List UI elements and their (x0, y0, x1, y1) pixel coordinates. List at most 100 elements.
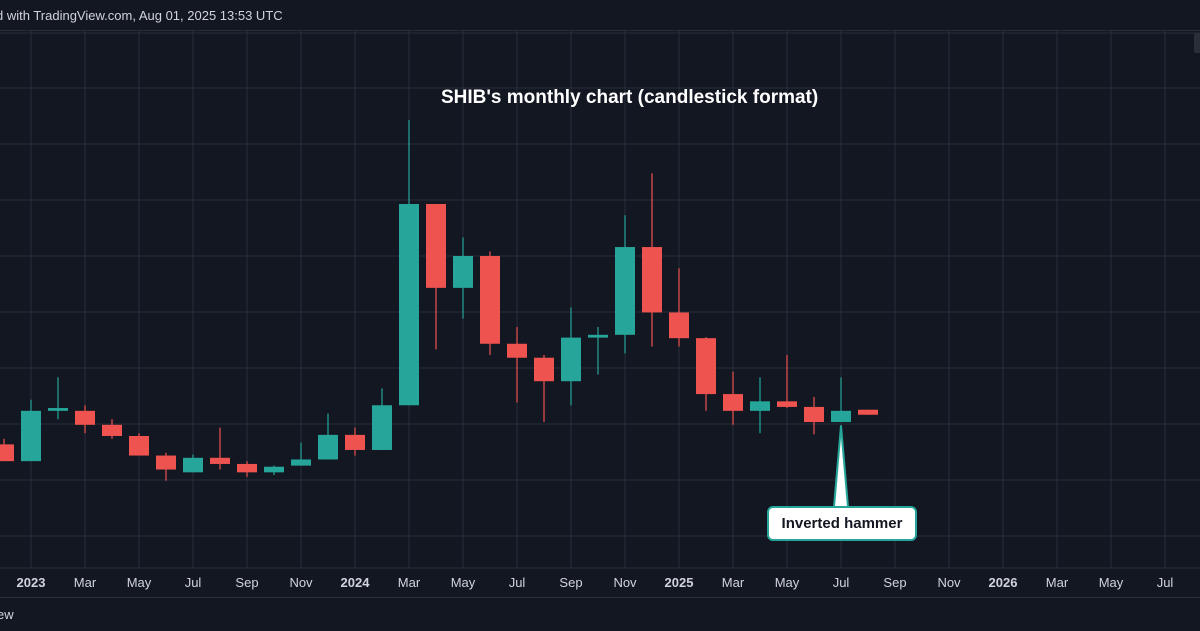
candle-body (156, 455, 176, 470)
x-tick-label: Jul (1157, 575, 1174, 590)
candle (426, 204, 446, 350)
candle-body (372, 405, 392, 450)
candle-body (696, 338, 716, 395)
candle-body (804, 406, 824, 423)
x-tick-label: Jul (509, 575, 526, 590)
candle-body (669, 312, 689, 339)
x-tick-label: May (775, 575, 800, 590)
candle (210, 427, 230, 470)
chart-footer-bar: ew (0, 597, 1200, 631)
x-tick-label: May (1099, 575, 1124, 590)
candle-body (264, 466, 284, 473)
candle (75, 405, 95, 434)
candle-body (831, 410, 851, 423)
candlestick-chart[interactable]: 2023 Mar May Jul Sep Nov 2024 Mar May Jul Sep Nov 20… (0, 30, 1200, 597)
x-tick-label: 2024 (341, 575, 371, 590)
candle (183, 454, 203, 473)
inverted-hammer-callout: Inverted hammer (767, 506, 917, 541)
candle (561, 307, 581, 406)
x-tick-label: Mar (74, 575, 97, 590)
x-tick-label: 2026 (989, 575, 1018, 590)
x-tick-label: 2025 (665, 575, 694, 590)
x-tick-label: May (451, 575, 476, 590)
x-tick-label: May (127, 575, 152, 590)
candle-body (507, 343, 527, 358)
candle-body (183, 457, 203, 473)
x-tick-label: Sep (883, 575, 906, 590)
candle-body (237, 463, 257, 473)
candle-body (0, 444, 14, 462)
candle (723, 371, 743, 425)
candle-series (0, 120, 878, 481)
candle (318, 413, 338, 460)
candle (615, 215, 635, 354)
chart-title: SHIB's monthly chart (candlestick format… (441, 87, 819, 108)
candle-body (399, 204, 419, 406)
x-tick-label: Nov (289, 575, 313, 590)
candle (0, 438, 14, 462)
candle-body (318, 434, 338, 460)
candle (453, 237, 473, 319)
candle-body (426, 204, 446, 288)
chart-corner-button[interactable] (1194, 33, 1200, 53)
candle (696, 337, 716, 411)
candle (291, 442, 311, 466)
candle (831, 377, 851, 423)
candle (102, 419, 122, 439)
x-tick-label: Mar (722, 575, 745, 590)
x-tick-label: 2023 (17, 575, 46, 590)
candle-body (453, 255, 473, 288)
candle-body (210, 457, 230, 464)
annotation-label: Inverted hammer (781, 515, 903, 532)
candle-body (777, 401, 797, 407)
candle-body (480, 255, 500, 344)
tradingview-watermark: d with TradingView.com, Aug 01, 2025 13:… (0, 8, 283, 23)
footer-label: ew (0, 607, 14, 622)
candle (777, 354, 797, 409)
chart-header-bar: d with TradingView.com, Aug 01, 2025 13:… (0, 0, 1200, 31)
candle-body (615, 247, 635, 335)
x-tick-label: Jul (833, 575, 850, 590)
candle (858, 409, 878, 415)
candle (237, 461, 257, 477)
candle-body (534, 357, 554, 382)
candle (534, 354, 554, 423)
candle-body (642, 247, 662, 313)
x-tick-label: Nov (937, 575, 961, 590)
candle-body (858, 409, 878, 415)
candle (399, 120, 419, 406)
candle (642, 173, 662, 347)
x-tick-label: Sep (559, 575, 582, 590)
time-axis: 2023 Mar May Jul Sep Nov 2024 Mar May Jul Sep Nov 20… (0, 567, 1200, 590)
candle-body (21, 410, 41, 462)
candle-body (561, 337, 581, 382)
candle (480, 251, 500, 355)
candle-body (588, 334, 608, 338)
candle (264, 465, 284, 476)
candle-body (102, 424, 122, 436)
candle (804, 396, 824, 435)
candle (48, 377, 68, 420)
candle-body (750, 401, 770, 411)
x-tick-label: Mar (1046, 575, 1069, 590)
candle-body (129, 435, 149, 456)
x-tick-label: Sep (235, 575, 258, 590)
candle (507, 326, 527, 403)
candle (669, 268, 689, 347)
x-tick-label: Mar (398, 575, 421, 590)
candle (345, 427, 365, 456)
x-tick-label: Nov (613, 575, 637, 590)
candle (129, 433, 149, 456)
candle (156, 452, 176, 481)
candle-body (291, 459, 311, 466)
candle (21, 399, 41, 462)
candle-body (345, 434, 365, 450)
chart-grid (0, 30, 1200, 568)
candle-body (723, 394, 743, 411)
candle (588, 326, 608, 375)
candle (750, 377, 770, 434)
x-tick-label: Jul (185, 575, 202, 590)
callout-pointer (833, 425, 849, 508)
candle-body (75, 410, 95, 425)
candle-body (48, 408, 68, 411)
